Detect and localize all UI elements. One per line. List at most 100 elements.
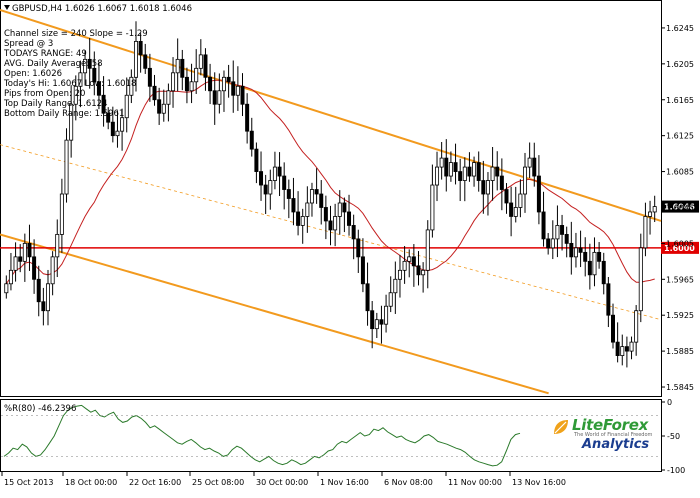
candle-body bbox=[426, 230, 429, 270]
candle-body bbox=[398, 270, 401, 279]
candle-body bbox=[482, 181, 485, 194]
candle-body bbox=[125, 95, 128, 117]
candle-body bbox=[648, 212, 651, 216]
info-line: Pips from Open: 20 bbox=[4, 89, 85, 99]
price-tick-label: 1.6165 bbox=[666, 96, 694, 105]
candle-body bbox=[463, 167, 466, 180]
candle-body bbox=[19, 257, 22, 261]
candle-body bbox=[514, 207, 517, 216]
candle-body bbox=[148, 68, 151, 86]
candle-body bbox=[375, 320, 378, 329]
candle-body bbox=[560, 225, 563, 234]
candle-body bbox=[635, 311, 638, 342]
candle-body bbox=[338, 203, 341, 216]
info-line: Today's Hi: 1.6067 Low: 1.6018 bbox=[3, 79, 136, 89]
candle-body bbox=[347, 212, 350, 225]
candle-body bbox=[616, 342, 619, 355]
candle-body bbox=[185, 77, 188, 90]
candle-body bbox=[144, 55, 147, 68]
candle-body bbox=[56, 234, 59, 256]
candle-body bbox=[218, 91, 221, 104]
wpr-tick-label: -50 bbox=[667, 432, 680, 441]
candle-body bbox=[246, 104, 249, 131]
logo-sub: Analytics bbox=[582, 437, 649, 452]
price-axis: 1.62451.62051.61651.61251.60851.60451.60… bbox=[661, 24, 694, 392]
candle-body bbox=[574, 248, 577, 257]
price-tick-label: 1.6085 bbox=[666, 168, 694, 177]
candle-body bbox=[588, 261, 591, 274]
candle-body bbox=[232, 82, 235, 95]
candle-body bbox=[334, 216, 337, 229]
candle-body bbox=[269, 181, 272, 194]
candle-body bbox=[292, 199, 295, 212]
time-tick-label: 22 Oct 16:00 bbox=[129, 478, 181, 487]
candle-body bbox=[236, 86, 239, 95]
price-tick-label: 1.6125 bbox=[666, 132, 694, 141]
candle-body bbox=[158, 100, 161, 113]
candle-body bbox=[366, 284, 369, 311]
candle-body bbox=[361, 257, 364, 284]
candle-body bbox=[287, 190, 290, 199]
candle-body bbox=[533, 158, 536, 176]
candle-body bbox=[320, 194, 323, 207]
candle-body bbox=[384, 306, 387, 324]
candle-body bbox=[208, 77, 211, 90]
info-line: Open: 1.6026 bbox=[4, 69, 62, 79]
candle-body bbox=[167, 91, 170, 104]
candle-body bbox=[213, 91, 216, 104]
info-line: TODAYS RANGE: 49 bbox=[3, 49, 87, 59]
candle-body bbox=[417, 266, 420, 275]
candle-body bbox=[116, 131, 119, 135]
candle-body bbox=[459, 172, 462, 181]
candle-body bbox=[602, 261, 605, 283]
candle-body bbox=[422, 270, 425, 274]
candle-body bbox=[227, 77, 230, 81]
candle-body bbox=[190, 82, 193, 91]
candle-body bbox=[644, 216, 647, 247]
candle-body bbox=[486, 181, 489, 194]
candle-body bbox=[273, 167, 276, 180]
candle-body bbox=[9, 270, 12, 283]
candle-body bbox=[51, 257, 54, 284]
candle-body bbox=[357, 239, 360, 257]
candle-body bbox=[445, 158, 448, 176]
candle-body bbox=[195, 68, 198, 81]
candle-body bbox=[412, 257, 415, 266]
price-tick-label: 1.5925 bbox=[666, 311, 694, 320]
candle-body bbox=[523, 167, 526, 194]
candle-body bbox=[120, 118, 123, 131]
candle-body bbox=[14, 257, 17, 270]
candle-body bbox=[111, 122, 114, 135]
candle-body bbox=[259, 172, 262, 185]
time-tick-label: 11 Nov 00:00 bbox=[448, 478, 502, 487]
candle-body bbox=[389, 293, 392, 306]
candle-body bbox=[278, 167, 281, 176]
price-tick-label: 1.5885 bbox=[666, 347, 694, 356]
candle-body bbox=[537, 176, 540, 212]
time-tick-label: 6 Nov 08:00 bbox=[384, 478, 433, 487]
candle-body bbox=[598, 252, 601, 261]
candle-body bbox=[204, 55, 207, 77]
time-tick-label: 15 Oct 2013 bbox=[4, 478, 53, 487]
candle-body bbox=[611, 315, 614, 342]
candle-body bbox=[519, 194, 522, 207]
candle-body bbox=[153, 86, 156, 99]
candle-body bbox=[607, 284, 610, 315]
liteforex-logo: LiteForex The World of Financial Freedom… bbox=[552, 416, 656, 452]
candle-body bbox=[380, 320, 383, 324]
candle-body bbox=[241, 86, 244, 104]
candle-body bbox=[23, 243, 26, 261]
price-tick-label: 1.6045 bbox=[666, 203, 694, 212]
candle-body bbox=[310, 190, 313, 203]
price-tick-label: 1.6245 bbox=[666, 24, 694, 33]
candle-body bbox=[570, 243, 573, 256]
candle-body bbox=[283, 176, 286, 189]
candle-body bbox=[352, 225, 355, 238]
time-tick-label: 18 Oct 00:00 bbox=[65, 478, 117, 487]
candle-body bbox=[621, 347, 624, 356]
candle-body bbox=[181, 59, 184, 77]
candle-body bbox=[431, 185, 434, 230]
wpr-tick-label: 0 bbox=[667, 398, 672, 407]
candle-body bbox=[33, 257, 36, 279]
